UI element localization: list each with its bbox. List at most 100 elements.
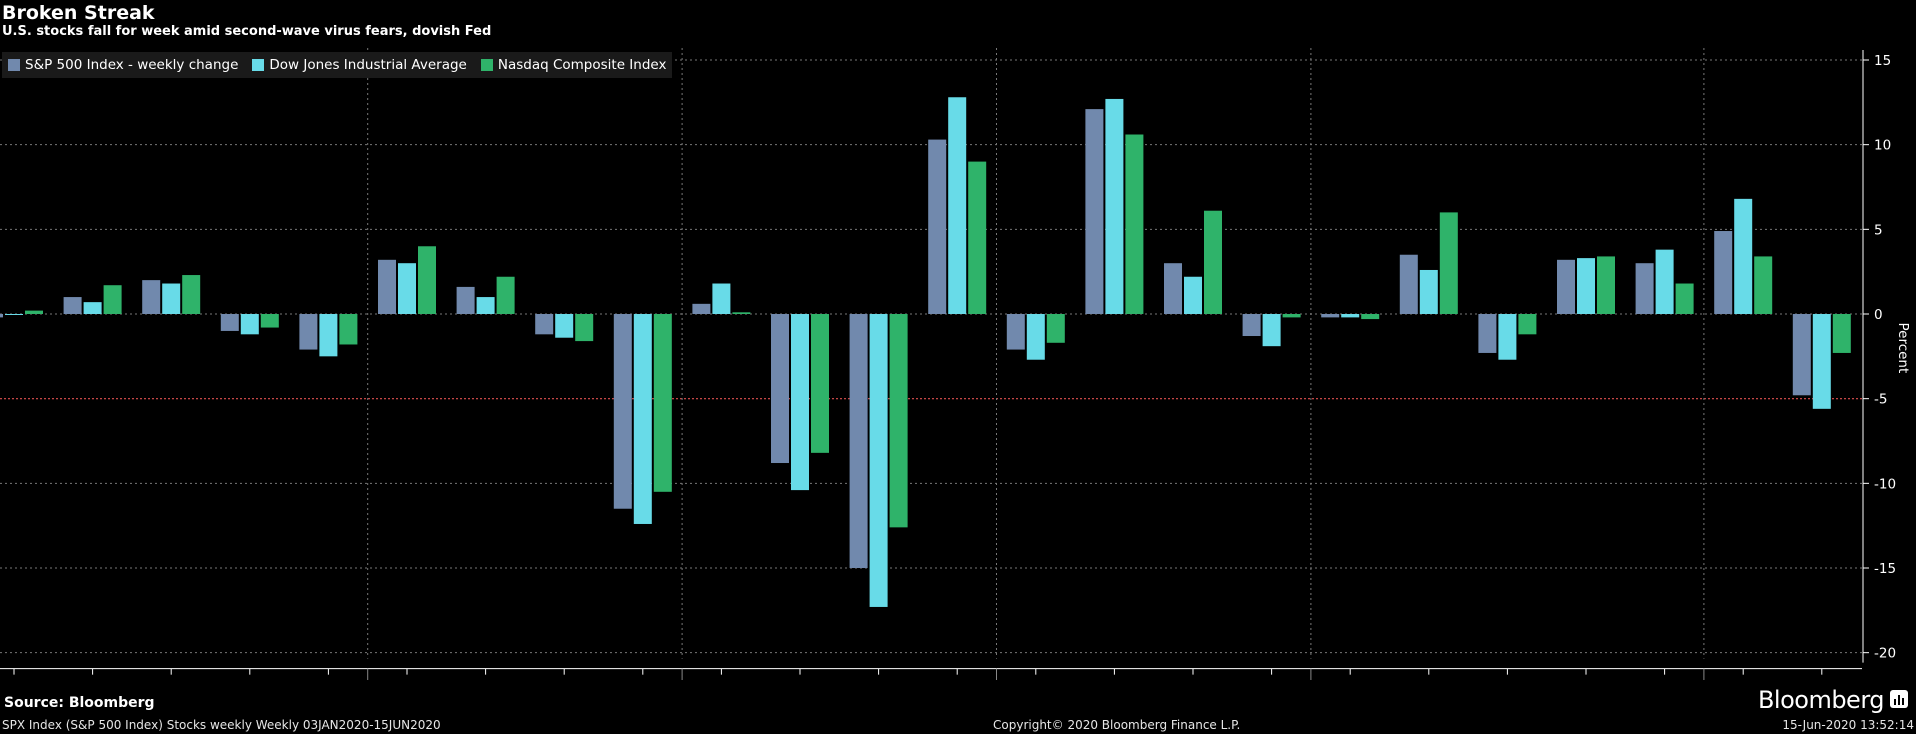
y-tick-label: 10 <box>1874 138 1891 154</box>
bar <box>1341 314 1360 318</box>
bar <box>1754 256 1773 314</box>
legend-item-spx: S&P 500 Index - weekly change <box>8 57 238 73</box>
bar <box>791 314 809 491</box>
bar <box>1557 259 1575 314</box>
footer-copyright: Copyright© 2020 Bloomberg Finance L.P. <box>993 718 1241 732</box>
bar <box>1399 254 1418 314</box>
bar-chart: 151050-5-10-15-20Percent3101724317142128… <box>0 48 1911 680</box>
bar <box>889 314 908 528</box>
bar <box>1006 314 1025 350</box>
chart-title: Broken Streak <box>2 2 155 24</box>
bar <box>1321 314 1340 318</box>
bar <box>1262 314 1281 347</box>
bar <box>1105 98 1124 314</box>
bar <box>1184 276 1202 314</box>
bar <box>476 297 495 314</box>
bar <box>928 139 947 314</box>
bar <box>5 314 23 315</box>
bar <box>398 263 416 314</box>
y-tick-label: 15 <box>1874 53 1891 69</box>
bar <box>1635 263 1654 314</box>
bar <box>299 314 318 350</box>
bar <box>1204 210 1222 314</box>
bar <box>83 302 102 314</box>
bar <box>653 314 672 492</box>
bar <box>319 314 338 357</box>
y-tick-label: -15 <box>1874 561 1896 577</box>
bar <box>732 312 751 314</box>
bar <box>260 314 279 328</box>
bar <box>496 276 515 314</box>
legend-label-spx: S&P 500 Index - weekly change <box>25 57 239 73</box>
bar <box>182 275 201 314</box>
y-tick-label: 0 <box>1874 307 1883 323</box>
bar <box>849 314 868 568</box>
bar <box>456 286 475 314</box>
bar <box>220 314 239 331</box>
bar <box>142 280 161 314</box>
bar <box>0 314 3 318</box>
y-tick-label: -20 <box>1874 646 1896 662</box>
bar <box>1361 314 1380 320</box>
bar <box>1675 283 1694 314</box>
bar <box>25 310 43 314</box>
bar <box>103 285 122 314</box>
bar <box>1597 256 1615 314</box>
bar <box>555 314 574 338</box>
legend-swatch-spx <box>8 59 20 71</box>
bar <box>1518 314 1537 335</box>
bar <box>1439 212 1458 314</box>
bar <box>1026 314 1045 360</box>
chart-subtitle: U.S. stocks fall for week amid second-wa… <box>2 24 492 39</box>
y-tick-label: -5 <box>1874 392 1887 408</box>
bar <box>692 303 711 314</box>
bar <box>535 314 554 335</box>
y-tick-label: -10 <box>1874 476 1896 492</box>
footer-ticker: SPX Index (S&P 500 Index) Stocks weekly … <box>2 718 441 732</box>
legend: S&P 500 Index - weekly change Dow Jones … <box>2 52 673 78</box>
bar <box>575 314 594 342</box>
bar <box>1242 314 1261 337</box>
legend-swatch-nasdaq <box>480 59 493 71</box>
bar <box>1734 198 1753 314</box>
bar <box>968 161 987 314</box>
bar <box>240 314 259 335</box>
footer-timestamp: 15-Jun-2020 13:52:14 <box>1782 718 1914 732</box>
bar <box>1282 314 1301 318</box>
bar <box>418 246 436 314</box>
bar <box>948 97 967 315</box>
bar <box>712 283 731 314</box>
bar <box>869 314 888 607</box>
bar <box>1714 231 1733 314</box>
bar <box>1164 263 1182 314</box>
legend-label-nasdaq: Nasdaq Composite Index <box>497 57 667 73</box>
bar <box>1655 249 1674 314</box>
y-tick-label: 5 <box>1874 222 1883 238</box>
bar <box>1419 269 1438 314</box>
bar <box>339 314 358 345</box>
bar <box>771 314 789 464</box>
bar <box>1085 109 1104 315</box>
legend-swatch-dow <box>252 59 265 71</box>
bar <box>1792 314 1811 396</box>
bar <box>1498 314 1517 360</box>
bloomberg-logo: Bloomberg <box>1757 686 1885 714</box>
source-note: Source: Bloomberg <box>4 695 155 711</box>
bar <box>613 314 632 509</box>
bar <box>1478 314 1497 353</box>
bar <box>162 283 181 314</box>
bar <box>811 314 829 453</box>
legend-item-nasdaq: Nasdaq Composite Index <box>480 57 667 73</box>
legend-label-dow: Dow Jones Industrial Average <box>269 57 467 73</box>
bar <box>1046 314 1065 343</box>
bar <box>1577 258 1595 314</box>
bar <box>1125 134 1144 314</box>
bar <box>633 314 652 524</box>
bar <box>63 297 82 314</box>
bar <box>1812 314 1831 409</box>
y-axis-label: Percent <box>1895 322 1911 373</box>
legend-item-dow: Dow Jones Industrial Average <box>252 57 467 73</box>
bar <box>1832 314 1851 353</box>
chart-bars-icon <box>1890 690 1908 708</box>
bar <box>378 259 396 314</box>
